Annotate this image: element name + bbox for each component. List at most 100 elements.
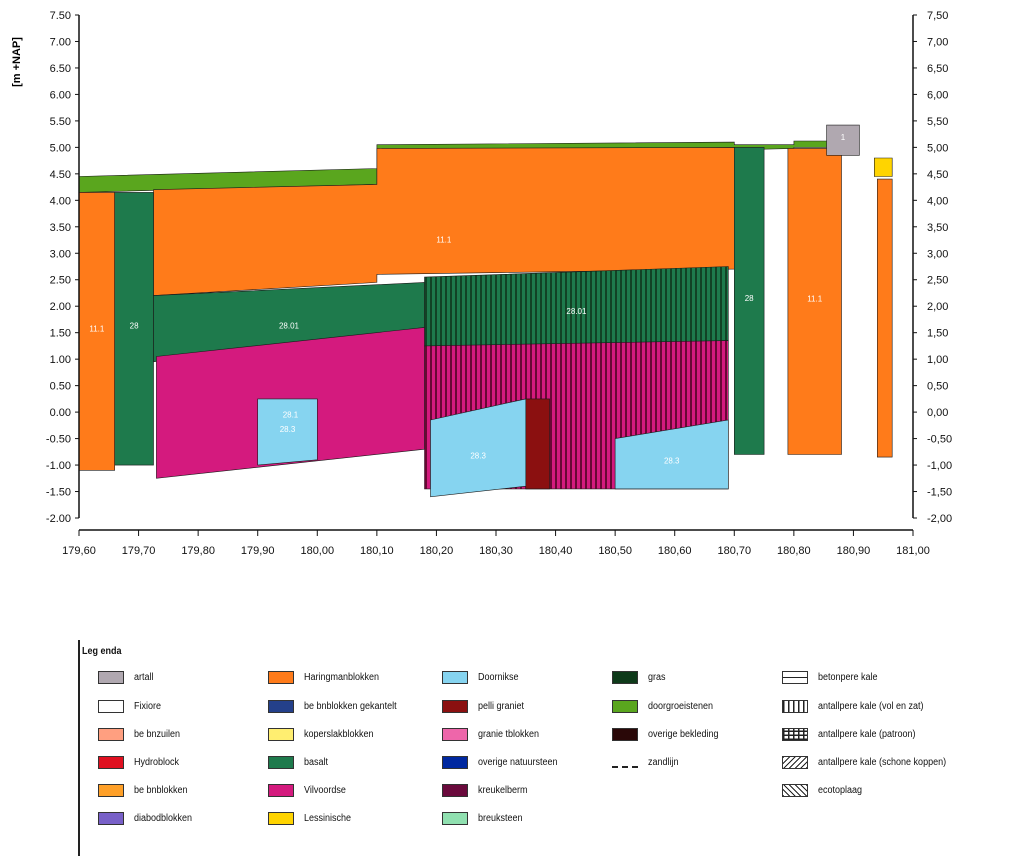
legend-swatch: [268, 699, 294, 713]
y-tick-label-right: 4,50: [927, 169, 948, 181]
y-tick-label-left: 7.00: [50, 36, 71, 48]
y-tick-label-right: 3,50: [927, 222, 948, 234]
legend-item: ecotoplaag: [782, 781, 867, 799]
legend-swatch: [782, 755, 808, 769]
legend-label: antallpere kale (vol en zat): [818, 700, 924, 712]
y-tick-label-right: 2,50: [927, 275, 948, 287]
y-tick-label-right: -1,50: [927, 487, 952, 499]
legend-label: betonpere kale: [818, 671, 878, 683]
legend-label: pelli graniet: [478, 700, 525, 712]
layer-13: [614, 419, 729, 490]
y-tick-label-left: 1.00: [50, 354, 71, 366]
x-tick-label: 180,40: [539, 545, 573, 557]
layer-16: [873, 157, 893, 177]
y-tick-label-left: -1.50: [46, 487, 71, 499]
legend-item: overige bekleding: [612, 725, 726, 743]
y-tick-label-left: 4.00: [50, 195, 71, 207]
y-tick-label-right: 5,50: [927, 116, 948, 128]
y-tick-label-right: 5,00: [927, 142, 948, 154]
y-tick-label-right: 0,50: [927, 381, 948, 393]
legend-label: overige natuursteen: [478, 756, 558, 768]
y-tick-label-right: 7,50: [927, 10, 948, 22]
layer-label-9: 28.1: [283, 410, 299, 419]
y-tick-label-right: 1,00: [927, 354, 948, 366]
layer-label-15: 1: [841, 133, 846, 142]
y-tick-label-left: 3.50: [50, 222, 71, 234]
legend-label: Hydroblock: [134, 756, 180, 768]
y-tick-label-right: -0,50: [927, 434, 952, 446]
legend-swatch: [268, 670, 294, 684]
legend-label: basalt: [304, 756, 329, 768]
legend-swatch: [98, 811, 124, 825]
legend-label: antallpere kale (patroon): [818, 728, 916, 740]
x-tick-label: 180,70: [717, 545, 751, 557]
legend-label: be bnblokken: [134, 784, 188, 796]
y-tick-label-left: -2.00: [46, 513, 71, 525]
legend-label: artall: [134, 671, 154, 683]
legend-swatch: [442, 727, 468, 741]
y-tick-label-left: 3.00: [50, 248, 71, 260]
legend-label: Vilvoordse: [304, 784, 346, 796]
legend-label: kreukelberm: [478, 784, 528, 796]
y-tick-label-right: 1,50: [927, 328, 948, 340]
legend-swatch: [612, 670, 638, 684]
legend-item: be bnblokken: [98, 781, 194, 799]
legend-item: doorgroeistenen: [612, 697, 720, 715]
legend-label: Lessinische: [304, 812, 352, 824]
layer-label-13: 28.3: [664, 457, 680, 466]
y-tick-label-right: -2,00: [927, 513, 952, 525]
legend-swatch: [442, 783, 468, 797]
y-tick-label-right: 2,00: [927, 301, 948, 313]
y-tick-label-right: 0,00: [927, 407, 948, 419]
legend-label: granie tblokken: [478, 728, 540, 740]
legend-item: gras: [612, 668, 667, 686]
x-tick-label: 180,90: [837, 545, 871, 557]
legend-item: diabodblokken: [98, 809, 199, 827]
x-tick-label: 179,80: [181, 545, 215, 557]
legend-swatch: [442, 811, 468, 825]
legend-item: overige natuursteen: [442, 753, 566, 771]
x-tick-label: 179,60: [62, 545, 96, 557]
y-tick-label-right: 6,00: [927, 89, 948, 101]
y-tick-label-right: 3,00: [927, 248, 948, 260]
x-tick-label: 180,80: [777, 545, 811, 557]
legend-item: Haringmanblokken: [268, 668, 387, 686]
legend-swatch: [612, 766, 638, 768]
layer-label-7: 28.01: [566, 307, 587, 316]
legend-item: Doornikse: [442, 668, 523, 686]
y-tick-label-right: -1,00: [927, 460, 952, 472]
legend-item: granie tblokken: [442, 725, 546, 743]
x-tick-label: 180,00: [300, 545, 334, 557]
legend-label: be bnzuilen: [134, 728, 181, 740]
y-tick-label-left: 5.00: [50, 142, 71, 154]
x-tick-label: 181,00: [896, 545, 930, 557]
y-tick-label-left: 2.00: [50, 301, 71, 313]
legend-swatch: [98, 727, 124, 741]
legend-item: basalt: [268, 753, 331, 771]
layer-15: [826, 124, 860, 156]
legend-label: Haringmanblokken: [304, 671, 380, 683]
legend-item: antallpere kale (schone koppen): [782, 753, 960, 771]
layer-label-12: 28.3: [470, 451, 486, 460]
material-layers: [78, 124, 893, 498]
layer-label-1: 11.1: [89, 324, 105, 333]
y-tick-label-left: 6.50: [50, 63, 71, 75]
y-tick-label-left: 0.00: [50, 407, 71, 419]
layer-14: [525, 398, 550, 490]
y-tick-label-left: 1.50: [50, 328, 71, 340]
y-tick-label-left: 5.50: [50, 116, 71, 128]
y-tick-label-left: 4.50: [50, 169, 71, 181]
legend-swatch: [442, 755, 468, 769]
x-tick-label: 180,60: [658, 545, 692, 557]
legend-swatch: [268, 727, 294, 741]
legend-item: Lessinische: [268, 809, 356, 827]
y-tick-label-right: 4,00: [927, 195, 948, 207]
y-tick-label-left: -0.50: [46, 434, 71, 446]
x-tick-label: 180,20: [420, 545, 454, 557]
layer-8: [733, 147, 765, 455]
y-tick-label-left: 2.50: [50, 275, 71, 287]
y-tick-label-right: 6,50: [927, 63, 948, 75]
layer-5: [114, 192, 154, 466]
legend-swatch: [782, 727, 808, 741]
legend-label: koperslakblokken: [304, 728, 374, 740]
